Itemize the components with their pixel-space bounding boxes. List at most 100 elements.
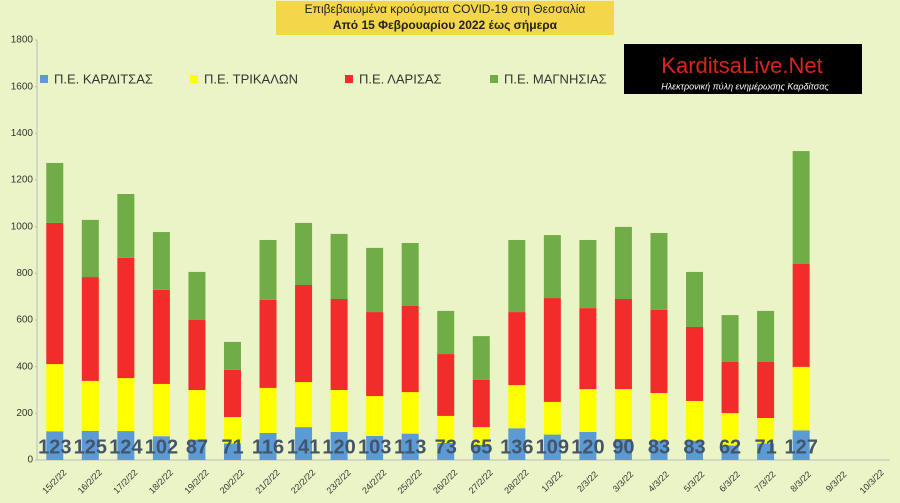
bar-segment (401, 392, 419, 434)
bar-segment (757, 443, 775, 460)
data-label: 123 (38, 436, 71, 458)
bar-segment (81, 219, 99, 278)
bar-segment (366, 435, 384, 460)
data-label: 116 (252, 436, 284, 458)
bar-segment (686, 400, 704, 441)
bar-segment (223, 369, 241, 418)
y-tick-label: 1800 (11, 35, 34, 46)
bar-segment (792, 430, 810, 460)
bar-segment (437, 442, 455, 460)
bar-segment (721, 445, 739, 460)
title-box (276, 1, 614, 35)
bar-segment (543, 298, 561, 402)
bar-segment (614, 299, 632, 390)
bar-segment (757, 362, 775, 418)
bar-segment (614, 389, 632, 439)
bar-segment (472, 379, 490, 428)
data-label: 102 (145, 436, 178, 458)
bar-segment (579, 432, 597, 460)
logo-name: KarditsaLive.Net (661, 53, 822, 78)
data-label: 120 (322, 436, 355, 458)
data-label: 62 (719, 436, 741, 458)
data-label: 87 (186, 436, 208, 458)
bar-segment (81, 380, 99, 431)
bar-segment (259, 239, 277, 300)
bar-segment (792, 366, 810, 431)
data-label: 103 (358, 436, 391, 458)
legend-swatch (40, 75, 48, 83)
bar-segment (650, 309, 668, 394)
bar-segment (46, 431, 64, 460)
data-label: 141 (287, 436, 320, 458)
legend-label: Π.Ε. ΚΑΡΔΙΤΣΑΣ (54, 71, 153, 86)
logo-tagline: Ηλεκτρονική πύλη ενημέρωσης Καρδίτσας (661, 81, 829, 91)
chart-title: Επιβεβαιωμένα κρούσματα COVID-19 στη Θεσ… (305, 2, 586, 16)
bar-segment (295, 427, 313, 460)
bar-segment (508, 239, 526, 313)
legend-swatch (490, 75, 498, 83)
legend-label: Π.Ε. ΜΑΓΝΗΣΙΑΣ (504, 71, 607, 86)
bar-segment (366, 247, 384, 313)
bar-segment (366, 396, 384, 436)
y-tick-label: 400 (16, 361, 33, 372)
bar-segment (46, 222, 64, 365)
bar-segment (472, 427, 490, 445)
data-label: 113 (394, 436, 426, 458)
y-tick-label: 1000 (11, 221, 34, 232)
bar-segment (401, 306, 419, 393)
data-label: 124 (109, 436, 143, 458)
y-tick-label: 200 (16, 408, 33, 419)
bar-segment (259, 299, 277, 388)
bar-segment (579, 308, 597, 390)
legend-label: Π.Ε. ΛΑΡΙΣΑΣ (359, 71, 442, 86)
data-label: 120 (571, 436, 604, 458)
bar-segment (223, 443, 241, 460)
data-label: 71 (221, 436, 243, 458)
bar-segment (757, 418, 775, 444)
bar-segment (81, 277, 99, 381)
bar-segment (650, 440, 668, 460)
bar-segment (472, 336, 490, 380)
chart-subtitle: Από 15 Φεβρουαρίου 2022 έως σήμερα (333, 18, 558, 32)
bar-segment (117, 194, 135, 258)
bar-segment (650, 393, 668, 441)
logo-box (624, 44, 862, 94)
legend-swatch (190, 75, 198, 83)
bar-segment (579, 389, 597, 432)
bar-segment (330, 432, 348, 460)
data-label: 83 (683, 436, 705, 458)
bar-segment (721, 362, 739, 414)
bar-segment (757, 310, 775, 362)
data-label: 127 (784, 436, 817, 458)
bar-segment (295, 285, 313, 383)
bar-segment (188, 439, 206, 460)
bar-segment (437, 310, 455, 355)
bar-segment (46, 364, 64, 432)
bar-segment (330, 390, 348, 432)
bar-segment (152, 289, 170, 384)
bar-segment (614, 439, 632, 460)
bar-segment (259, 387, 277, 433)
bar-segment (543, 401, 561, 435)
bar-segment (401, 433, 419, 460)
bar-segment (543, 434, 561, 460)
bar-segment (188, 390, 206, 440)
data-label: 65 (470, 436, 492, 458)
bar-segment (330, 233, 348, 299)
bar-segment (508, 428, 526, 460)
bar-segment (117, 257, 135, 379)
data-label: 73 (435, 436, 457, 458)
bar-segment (614, 226, 632, 299)
bar-segment (686, 440, 704, 460)
bar-segment (508, 385, 526, 429)
data-label: 109 (536, 436, 569, 458)
bar-segment (401, 243, 419, 306)
bar-segment (295, 222, 313, 285)
bar-segment (508, 312, 526, 386)
bar-segment (721, 413, 739, 446)
y-tick-label: 800 (16, 268, 33, 279)
bar-segment (650, 232, 668, 310)
data-label: 136 (500, 436, 533, 458)
bar-segment (46, 162, 64, 223)
